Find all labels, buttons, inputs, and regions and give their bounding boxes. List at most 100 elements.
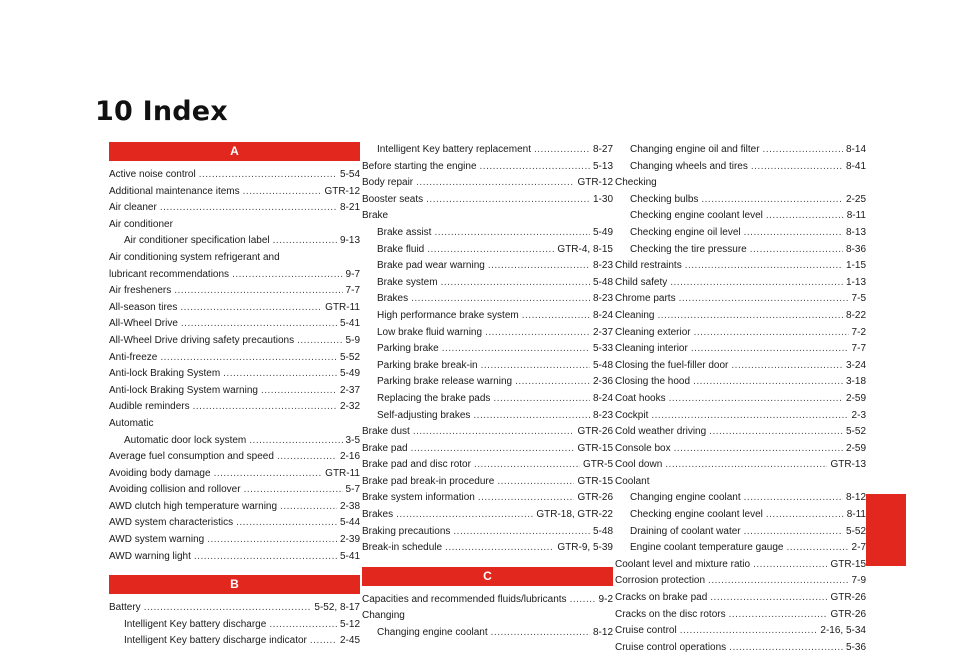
entry-label: Checking the tire pressure [630,243,747,255]
index-entry: Average fuel consumption and speed 2-16 [109,449,360,466]
entry-label: AWD system characteristics [109,517,234,529]
page-title: 10 Index [95,96,228,127]
entry-page-ref: 7-5 [851,293,866,305]
entry-label: Cleaning [615,309,655,321]
entry-label: Brake system [377,276,438,288]
index-entry: Engine coolant temperature gauge 2-7 [615,540,866,557]
entry-label: Checking engine coolant level [630,210,763,222]
entry-page-ref: 8-36 [845,243,866,255]
entry-page-ref: 5-9 [345,334,360,346]
entry-page-ref: GTR-18, GTR-22 [536,509,613,521]
index-entry: Air cleaner 8-21 [109,200,360,217]
dot-leader [181,316,337,333]
entry-page-ref: GTR-11 [325,301,360,313]
dot-leader [478,490,575,507]
dot-leader [396,507,533,524]
dot-leader [413,424,575,441]
dot-leader [669,391,843,408]
entry-page-ref: GTR-26 [830,608,866,620]
index-entry: Cracks on the disc rotors GTR-26 [615,607,866,624]
dot-leader [691,341,849,358]
entry-page-ref: 8-41 [845,160,866,172]
entry-label: Cracks on brake pad [615,592,708,604]
entry-label: Changing engine oil and filter [630,144,760,155]
entry-page-ref: 8-13 [845,226,866,238]
index-heading: Air conditioning system refrigerant and [109,251,280,263]
index-entry: Brake system information GTR-26 [362,490,613,507]
entry-label: Cleaning exterior [615,326,691,338]
entry-page-ref: GTR-26 [577,426,613,438]
index-entry: Audible reminders 2-32 [109,399,360,416]
entry-page-ref: 7-2 [851,326,866,338]
dot-leader [693,374,843,391]
index-entry: Corrosion protection 7-9 [615,573,866,590]
index-entry: Anti-freeze 5-52 [109,350,360,367]
dot-leader [474,457,580,474]
index-entry: Anti-lock Braking System 5-49 [109,366,360,383]
index-heading: Brake [362,210,389,222]
index-entry: AWD system warning 2-39 [109,532,360,549]
entry-page-ref: 3-18 [845,376,866,388]
entry-label: Anti-freeze [109,351,158,363]
entry-label: Closing the fuel-filler door [615,359,729,371]
entry-page-ref: 5-33 [592,343,613,355]
index-heading: Coolant [615,475,650,487]
index-entry: AWD clutch high temperature warning 2-38 [109,499,360,516]
dot-leader [243,184,322,201]
entry-page-ref: GTR-4, 8-15 [557,243,613,255]
entry-page-ref: 9-13 [339,235,360,247]
entry-label: All-season tires [109,301,178,313]
entry-label: Braking precautions [362,525,451,537]
entry-page-ref: 5-49 [592,226,613,238]
entry-label: Capacities and recommended fluids/lubric… [362,593,567,605]
entry-label: Parking brake break-in [377,359,478,371]
entry-page-ref: 5-52 [845,525,866,537]
entry-label: AWD clutch high temperature warning [109,500,278,512]
index-entry: All-Wheel Drive 5-41 [109,316,360,333]
entry-label: Brakes [362,509,394,521]
dot-leader [701,192,843,209]
entry-page-ref: 1-13 [845,276,866,288]
dot-leader [441,275,590,292]
entry-label: Brake system information [362,492,475,504]
entry-label: Cold weather driving [615,426,707,438]
entry-page-ref: 5-41 [339,318,360,330]
dot-leader [416,175,574,192]
entry-label: Brake pad and disc rotor [362,459,471,471]
index-entry: Checking bulbs 2-25 [615,192,866,209]
entry-page-ref: 5-44 [339,517,360,529]
dot-leader [480,159,590,176]
dot-leader [744,524,843,541]
dot-leader [160,350,337,367]
dot-leader [473,408,590,425]
entry-page-ref: GTR-5 [583,459,613,471]
dot-leader [570,592,596,609]
entry-page-ref: 8-11 [846,210,866,222]
entry-label: Changing engine coolant [377,627,488,639]
entry-label: Replacing the brake pads [377,392,491,404]
dot-leader [485,325,590,342]
index-entry: Parking brake break-in 5-48 [362,358,613,375]
entry-label: Avoiding body damage [109,467,211,479]
index-entry: Changing engine oil and filter 8-14 [615,142,866,159]
section-letter-banner: B [109,575,360,595]
entry-page-ref: 5-52 [845,426,866,438]
index-entry: Active noise control 5-54 [109,167,360,184]
entry-page-ref: 2-36 [592,376,613,388]
entry-page-ref: 8-23 [592,260,613,272]
section-gap [362,557,613,567]
dot-leader [269,617,337,634]
section-letter-banner: A [109,142,360,161]
index-entry: Body repair GTR-12 [362,175,613,192]
index-entry: AWD warning light 5-41 [109,549,360,566]
entry-label: Coolant level and mixture ratio [615,558,751,570]
entry-page-ref: 2-25 [845,193,866,205]
entry-page-ref: 2-16 [339,451,360,463]
entry-label: Intelligent Key battery discharge [124,618,267,630]
entry-label: Checking engine oil level [630,226,741,238]
index-entry: Additional maintenance items GTR-12 [109,184,360,201]
index-entry: All-season tires GTR-11 [109,300,360,317]
dot-leader [710,590,827,607]
index-entry: Checking engine coolant level 8-11 [615,208,866,225]
index-entry: Low brake fluid warning 2-37 [362,325,613,342]
